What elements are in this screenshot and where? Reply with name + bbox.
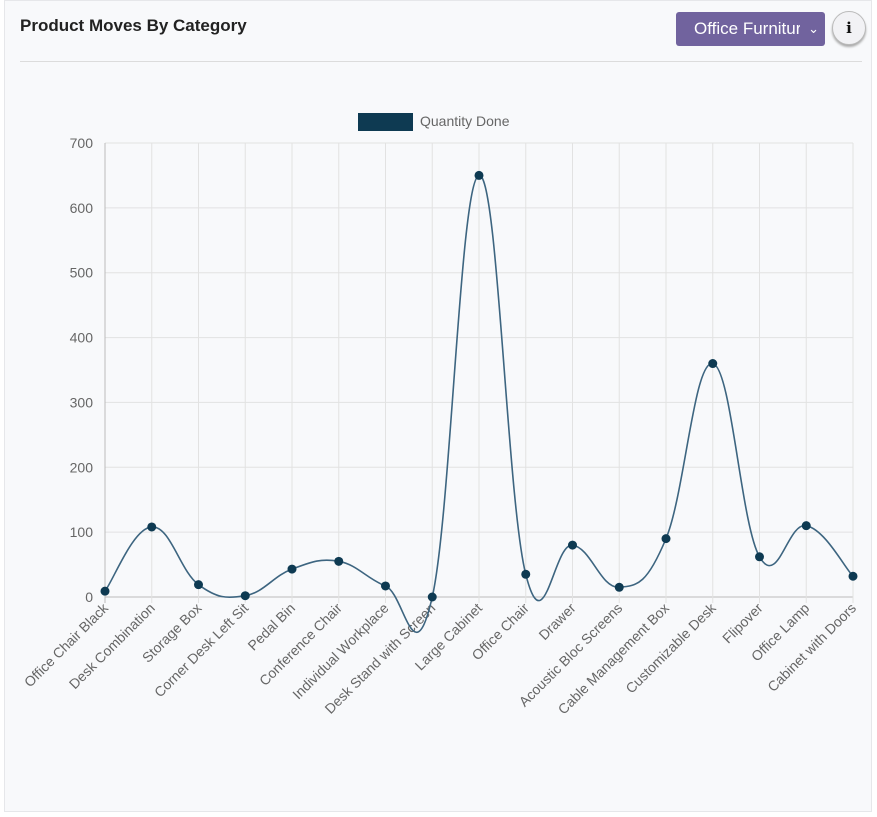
data-point: [801, 521, 811, 531]
divider: [20, 61, 862, 62]
series-line: [104, 174, 854, 633]
data-point: [194, 580, 203, 590]
data-point: [521, 569, 531, 579]
y-tick-label: 400: [70, 330, 94, 346]
card-title: Product Moves By Category: [20, 16, 247, 35]
data-point: [568, 540, 577, 550]
data-point: [474, 170, 484, 180]
category-select[interactable]: Office Furniture ⌄: [676, 12, 825, 46]
data-point: [661, 534, 671, 544]
chart-card: Product Moves By Category Office Furnitu…: [4, 0, 872, 812]
x-tick-label: Cabinet with Doors: [764, 600, 859, 695]
data-point: [334, 556, 344, 566]
y-tick-label: 700: [70, 135, 94, 151]
x-tick-label: Desk Combination: [66, 600, 158, 692]
x-tick-label: Drawer: [535, 600, 578, 643]
x-tick-label: Office Chair Black: [21, 599, 112, 690]
data-point: [427, 592, 437, 602]
y-tick-label: 0: [85, 589, 93, 605]
category-select-value: Office Furniture: [694, 19, 800, 38]
legend-swatch: [358, 113, 413, 131]
data-point: [381, 581, 390, 591]
y-tick-label: 500: [70, 265, 94, 281]
y-tick-label: 200: [70, 459, 94, 475]
x-tick-label: Corner Desk Left Sit: [151, 600, 252, 701]
data-point: [614, 582, 624, 592]
data-point: [100, 586, 110, 596]
info-icon[interactable]: i: [832, 11, 866, 45]
data-point: [240, 591, 250, 601]
x-tick-label: Flipover: [719, 600, 766, 647]
legend-label: Quantity Done: [420, 113, 510, 129]
data-point: [708, 359, 718, 369]
chevron-down-icon: ⌄: [808, 21, 819, 36]
data-point: [287, 564, 297, 574]
y-tick-label: 300: [70, 394, 94, 410]
data-point: [848, 571, 858, 581]
data-point: [755, 552, 764, 562]
x-tick-label: Conference Chair: [256, 600, 345, 689]
data-point: [147, 522, 157, 532]
y-tick-label: 600: [70, 200, 94, 216]
x-tick-label: Customizable Desk: [622, 599, 719, 696]
y-tick-label: 100: [70, 524, 94, 540]
